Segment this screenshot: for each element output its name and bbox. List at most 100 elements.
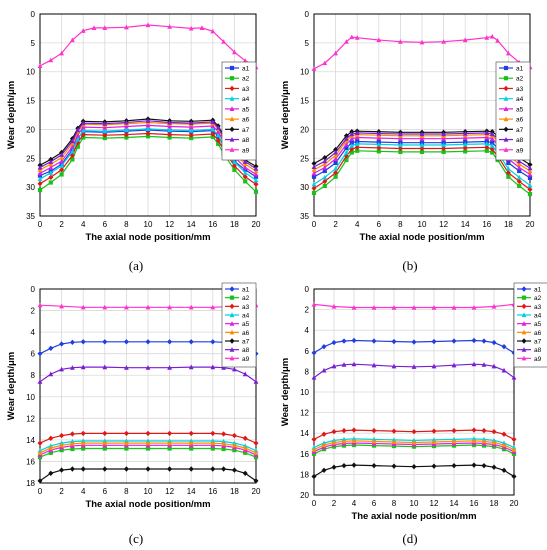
x-tick-label: 6 — [103, 487, 108, 496]
data-point-a2 — [517, 183, 522, 189]
x-tick-label: 14 — [450, 499, 459, 508]
data-point-a7 — [37, 478, 43, 484]
data-point-a6 — [167, 440, 172, 446]
legend-marker-a5 — [229, 321, 235, 326]
legend-label: a3 — [242, 304, 250, 311]
data-point-a7 — [145, 466, 151, 472]
series-a8 — [311, 361, 517, 380]
data-point-a2 — [484, 148, 489, 153]
data-point-a7 — [451, 462, 457, 469]
legend-label: a4 — [242, 313, 250, 320]
data-point-a4 — [210, 126, 216, 132]
data-point-a5 — [80, 124, 86, 130]
data-point-a5 — [419, 136, 425, 141]
y-tick-label: 5 — [305, 39, 310, 48]
data-point-a8 — [210, 119, 216, 125]
data-point-a9 — [411, 304, 417, 310]
legend-marker-a2 — [503, 76, 509, 81]
data-point-a6 — [80, 440, 86, 446]
data-point-a8 — [80, 364, 86, 370]
legend-label: a9 — [516, 147, 524, 154]
y-tick-label: 16 — [300, 450, 309, 459]
data-point-a8 — [75, 127, 81, 133]
legend-label: a8 — [242, 137, 250, 144]
legend-label: a1 — [242, 287, 250, 294]
y-tick-label: 35 — [26, 212, 35, 221]
data-point-a8 — [167, 365, 172, 370]
data-point-a2 — [70, 157, 75, 162]
chart-svg-b: 0 2 4 6 8 10 12 14 16 18 20 0 5 10 15 20 25 30 35 The axial… — [280, 10, 535, 243]
data-point-a1 — [481, 338, 487, 344]
data-point-a6 — [491, 439, 497, 445]
data-point-a1 — [188, 339, 194, 345]
data-point-a9 — [70, 37, 75, 43]
legend-label: a7 — [242, 127, 250, 134]
data-point-a3 — [69, 431, 75, 437]
data-point-a7 — [231, 467, 237, 473]
x-tick-label: 4 — [355, 220, 360, 229]
data-point-a2 — [48, 450, 53, 455]
legend-marker-a6 — [521, 329, 527, 335]
y-tick-label: 15 — [300, 97, 309, 106]
y-tick-label: 10 — [300, 68, 309, 77]
data-point-a9 — [145, 304, 151, 310]
data-point-a9 — [167, 24, 172, 29]
data-point-a1 — [48, 345, 54, 351]
x-tick-label: 12 — [430, 499, 439, 508]
data-point-a6 — [242, 445, 248, 451]
y-tick-label: 20 — [300, 125, 309, 134]
data-point-a3 — [123, 430, 129, 437]
series-a8 — [37, 364, 259, 384]
y-tick-label: 5 — [31, 39, 36, 48]
data-point-a3 — [371, 427, 377, 434]
data-point-a8 — [145, 365, 151, 370]
data-point-a7 — [471, 462, 477, 468]
data-point-a3 — [123, 131, 129, 138]
data-point-a2 — [70, 446, 75, 452]
data-point-a8 — [124, 119, 129, 125]
data-point-a9 — [322, 60, 328, 66]
x-tick-label: 8 — [124, 220, 129, 229]
x-tick-label: 20 — [526, 220, 535, 229]
x-tick-label: 16 — [208, 487, 217, 496]
data-point-a2 — [124, 135, 129, 140]
legend-marker-a9 — [521, 355, 527, 361]
data-point-a4 — [489, 142, 495, 148]
data-point-a3 — [145, 130, 151, 137]
data-point-a8 — [253, 166, 259, 171]
legend-label: a1 — [516, 66, 524, 73]
data-point-a9 — [59, 303, 64, 309]
legend-label: a6 — [242, 117, 250, 124]
data-point-a4 — [333, 166, 338, 171]
data-point-a5 — [210, 123, 216, 129]
data-point-a2 — [216, 141, 221, 146]
data-point-a5 — [37, 170, 43, 176]
y-tick-label: 8 — [305, 367, 310, 376]
data-point-a9 — [441, 39, 446, 44]
legend-marker-a1 — [521, 286, 527, 292]
data-point-a3 — [321, 431, 327, 437]
data-point-a9 — [210, 28, 216, 34]
data-point-a6 — [351, 438, 357, 444]
data-point-a9 — [59, 50, 64, 56]
data-point-a2 — [398, 149, 403, 155]
data-point-a2 — [81, 446, 86, 451]
data-point-a2 — [253, 455, 259, 460]
data-point-a8 — [102, 121, 108, 126]
data-point-a6 — [391, 439, 397, 445]
y-tick-label: 4 — [31, 328, 36, 337]
data-point-a9 — [349, 34, 355, 40]
data-point-a9 — [124, 24, 129, 30]
x-tick-label: 18 — [504, 220, 513, 229]
data-point-a3 — [80, 430, 86, 437]
data-point-a4 — [188, 127, 194, 133]
data-point-a3 — [167, 131, 173, 138]
data-point-a1 — [451, 338, 457, 344]
y-tick-label: 30 — [300, 183, 309, 192]
series-a3 — [311, 427, 517, 443]
data-point-a6 — [501, 442, 507, 448]
data-point-a6 — [37, 450, 43, 455]
y-tick-label: 2 — [305, 306, 310, 315]
data-point-a3 — [349, 146, 355, 152]
data-point-a6 — [511, 447, 517, 452]
